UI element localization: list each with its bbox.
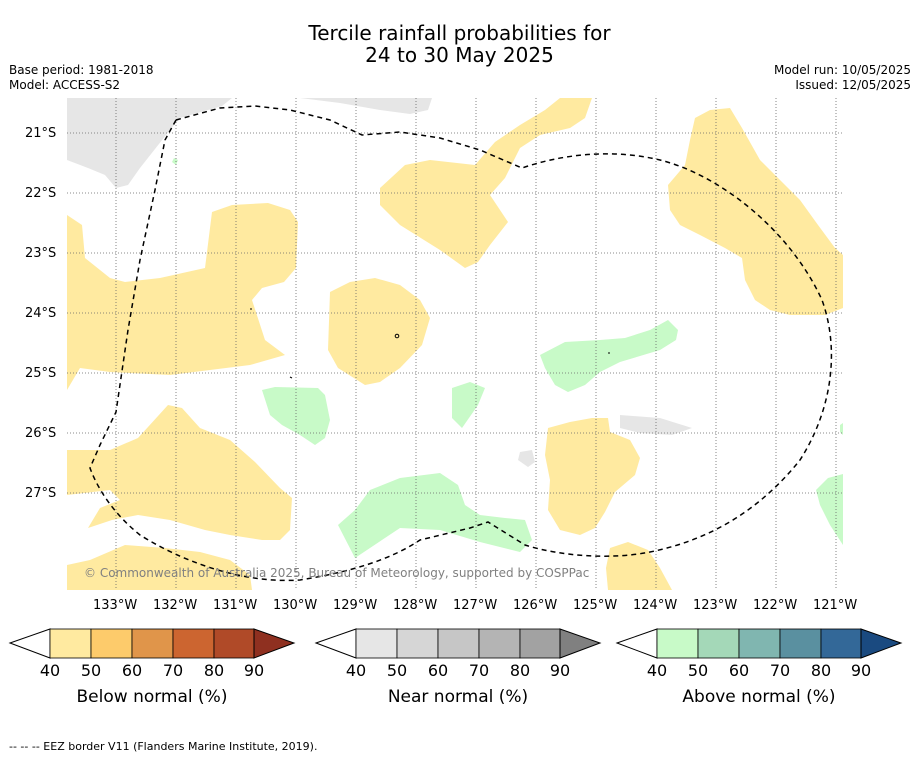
below-normal-label: Below normal (%) [76,687,228,707]
above-normal-region [452,382,485,428]
lat-tick-label: 26°S [25,426,57,441]
colorbar-tick: 50 [386,661,408,680]
lon-tick-label: 132°W [153,598,198,613]
lon-tick-label: 124°W [633,598,678,613]
lat-tick-label: 21°S [25,126,57,141]
meta-right: Model run: 10/05/2025 Issued: 12/05/2025 [774,63,911,93]
colorbar-tick: 60 [427,661,449,680]
model-text: Model: ACCESS-S2 [9,78,121,92]
lon-tick-label: 126°W [513,598,558,613]
near-normal-region [300,98,432,114]
below-normal-region [606,542,672,590]
colorbar-tick: 60 [728,661,750,680]
map-title-line2: 24 to 30 May 2025 [365,43,554,67]
lat-tick-label: 27°S [25,486,57,501]
colorbar-tick: 70 [468,661,490,680]
lon-tick-label: 123°W [693,598,738,613]
lon-tick-label: 127°W [453,598,498,613]
near-normal-label: Near normal (%) [387,687,529,707]
meta-left: Base period: 1981-2018 Model: ACCESS-S2 [9,63,154,93]
below-normal-region [668,108,843,315]
below-normal-region [67,545,252,590]
model-run-text: Model run: 10/05/2025 [773,63,911,77]
colorbar-tick: 50 [687,661,709,680]
lon-tick-label: 122°W [753,598,798,613]
colorbar-tick: 70 [769,661,791,680]
above-normal-region [540,320,678,392]
colorbar-near-normal [314,628,602,659]
copyright-text: © Commonwealth of Australia 2025, Bureau… [84,566,589,580]
colorbar-tick: 60 [121,661,143,680]
below-normal-region [67,203,298,390]
colorbar-tick: 40 [345,661,367,680]
above-normal-region [840,423,843,435]
eez-border [89,105,833,582]
above-normal-region [172,158,178,165]
colorbar-below-normal [8,628,296,659]
graticule [67,98,843,590]
lat-tick-label: 24°S [25,306,57,321]
lat-tick-label: 23°S [25,246,57,261]
near-normal-region [518,450,535,467]
near-normal-region [67,98,232,188]
colorbar-tick: 70 [162,661,184,680]
colorbar-tick: 40 [646,661,668,680]
eez-footnote: -- -- -- EEZ border V11 (Flanders Marine… [9,740,318,753]
colorbar-above-normal [615,628,903,659]
colorbar-tick: 80 [203,661,225,680]
above-normal-region [816,474,843,545]
below-normal-region [545,418,640,535]
island-marks [250,308,610,379]
issued-text: Issued: 12/05/2025 [795,78,911,92]
lon-tick-label: 121°W [813,598,858,613]
colorbar-tick: 40 [39,661,61,680]
lon-tick-label: 131°W [213,598,258,613]
colorbar-tick: 80 [810,661,832,680]
above-normal-label: Above normal (%) [682,687,836,707]
map-title-line1: Tercile rainfall probabilities for [308,21,611,45]
colorbar-tick: 90 [549,661,571,680]
lon-tick-label: 129°W [333,598,378,613]
colorbar-tick: 90 [850,661,872,680]
colorbar-tick: 80 [509,661,531,680]
colorbar-tick: 90 [243,661,265,680]
lon-tick-label: 130°W [273,598,318,613]
lon-tick-label: 133°W [93,598,138,613]
probability-fields [67,98,843,590]
lon-tick-label: 128°W [393,598,438,613]
lat-tick-label: 25°S [25,366,57,381]
below-normal-region [380,98,592,268]
below-normal-region [328,278,430,385]
colorbar-tick: 50 [80,661,102,680]
lon-tick-label: 125°W [573,598,618,613]
base-period-text: Base period: 1981-2018 [9,63,154,77]
below-normal-region [67,405,292,540]
above-normal-region [338,473,532,558]
lat-tick-label: 22°S [25,186,57,201]
